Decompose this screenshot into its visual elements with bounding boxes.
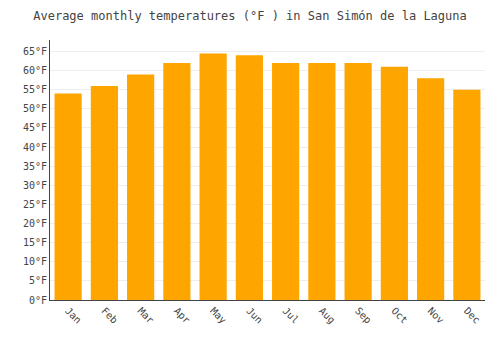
svg-text:Aug: Aug [317,305,338,326]
svg-text:Oct: Oct [389,305,410,326]
svg-text:Nov: Nov [426,305,447,326]
svg-text:60°F: 60°F [23,65,47,76]
svg-text:20°F: 20°F [23,218,47,229]
svg-text:45°F: 45°F [23,122,47,133]
svg-text:25°F: 25°F [23,199,47,210]
svg-text:35°F: 35°F [23,161,47,172]
svg-text:55°F: 55°F [23,84,47,95]
svg-text:15°F: 15°F [23,237,47,248]
svg-text:Feb: Feb [99,305,120,326]
svg-text:Average monthly temperatures (: Average monthly temperatures (°F ) in Sa… [33,9,466,23]
svg-text:65°F: 65°F [23,46,47,57]
svg-text:50°F: 50°F [23,103,47,114]
svg-text:Dec: Dec [462,305,483,326]
svg-text:Jan: Jan [63,305,84,326]
svg-text:Apr: Apr [172,305,193,326]
svg-text:Mar: Mar [136,305,157,326]
svg-text:0°F: 0°F [29,295,47,306]
svg-text:10°F: 10°F [23,256,47,267]
svg-text:May: May [208,305,229,326]
svg-text:30°F: 30°F [23,180,47,191]
svg-text:Sep: Sep [353,305,374,326]
svg-text:Jun: Jun [244,305,265,326]
svg-text:40°F: 40°F [23,142,47,153]
svg-text:Jul: Jul [281,305,302,326]
svg-text:5°F: 5°F [29,275,47,286]
